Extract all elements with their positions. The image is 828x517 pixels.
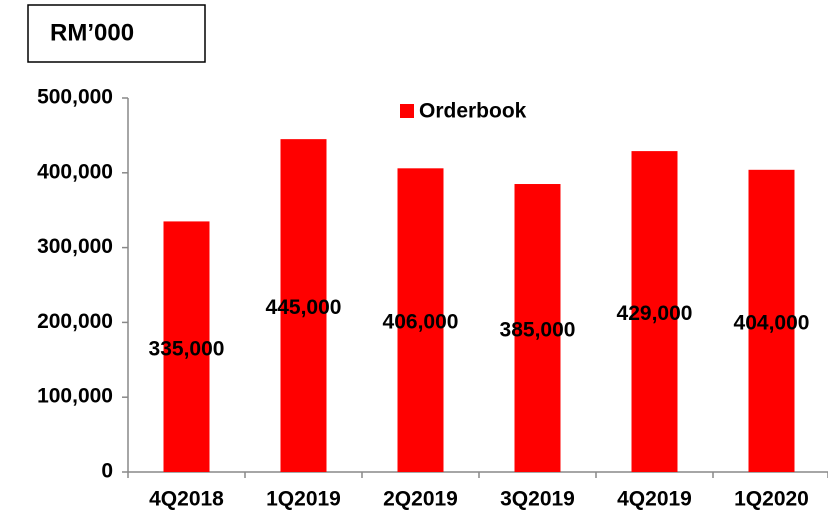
value-label: 406,000	[383, 311, 459, 334]
value-label: 385,000	[500, 319, 576, 342]
x-tick-label: 1Q2019	[266, 488, 341, 511]
bar	[514, 184, 561, 472]
title-box	[27, 4, 206, 63]
y-tick-label: 100,000	[37, 385, 113, 408]
x-tick-label: 1Q2020	[734, 488, 809, 511]
chart-title: RM’000	[50, 19, 134, 46]
legend-label: Orderbook	[419, 100, 527, 123]
bar	[631, 151, 678, 472]
x-tick-label: 4Q2019	[617, 488, 692, 511]
bar	[163, 221, 210, 472]
legend-swatch	[400, 104, 414, 118]
value-label: 445,000	[266, 296, 342, 319]
x-tick-label: 3Q2019	[500, 488, 575, 511]
value-label: 335,000	[149, 337, 225, 360]
value-label: 429,000	[617, 302, 693, 325]
bar	[397, 168, 444, 472]
bar	[748, 169, 795, 473]
value-label: 404,000	[734, 311, 810, 334]
y-tick-label: 300,000	[37, 235, 113, 258]
y-tick-label: 500,000	[37, 86, 113, 109]
x-tick-label: 4Q2018	[149, 488, 224, 511]
y-tick-label: 400,000	[37, 160, 113, 183]
x-tick-label: 2Q2019	[383, 488, 458, 511]
y-tick-label: 0	[101, 460, 113, 483]
y-tick-label: 200,000	[37, 310, 113, 333]
bar	[280, 139, 327, 472]
